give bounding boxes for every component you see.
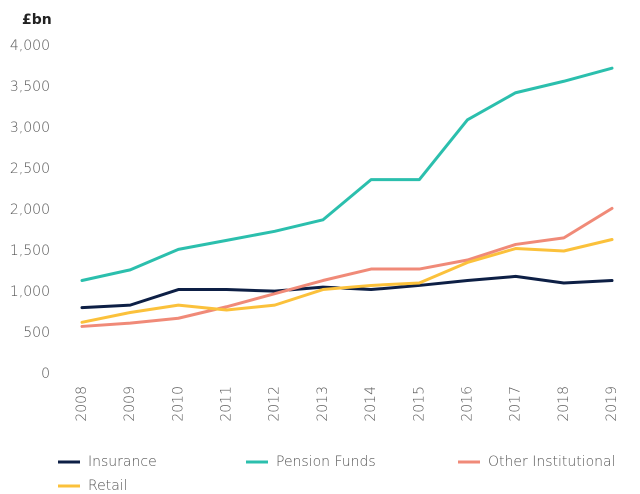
x-tick-label: 2015 (411, 386, 427, 422)
y-tick-label: 3,500 (10, 79, 50, 95)
x-tick-label: 2010 (170, 386, 186, 422)
x-tick-label: 2017 (508, 386, 524, 422)
x-tick-label: 2011 (219, 386, 235, 422)
legend-label: Other Institutional (488, 454, 616, 470)
y-tick-label: 2,000 (10, 202, 50, 218)
y-tick-label: 4,000 (10, 38, 50, 54)
x-tick-label: 2008 (74, 386, 90, 422)
y-tick-label: 1,500 (10, 243, 50, 259)
x-tick-label: 2014 (363, 386, 379, 422)
series-line (80, 66, 614, 283)
legend-label: Pension Funds (276, 454, 376, 470)
x-tick-label: 2013 (315, 386, 331, 422)
x-tick-label: 2016 (459, 386, 475, 422)
y-tick-label: 3,000 (10, 120, 50, 136)
x-tick-label: 2019 (604, 386, 620, 422)
series-line (80, 274, 614, 310)
y-tick-label: 500 (23, 325, 50, 341)
legend-label: Retail (88, 478, 128, 494)
x-tick-label: 2018 (556, 386, 572, 422)
legend-label: Insurance (88, 454, 157, 470)
x-tick-label: 2012 (267, 386, 283, 422)
y-tick-label: 1,000 (10, 284, 50, 300)
series-line (80, 206, 614, 328)
y-axis-label: £bn (22, 12, 52, 28)
x-tick-label: 2009 (122, 386, 138, 422)
y-tick-label: 2,500 (10, 161, 50, 177)
series-line (80, 238, 614, 324)
y-tick-label: 0 (41, 366, 50, 382)
